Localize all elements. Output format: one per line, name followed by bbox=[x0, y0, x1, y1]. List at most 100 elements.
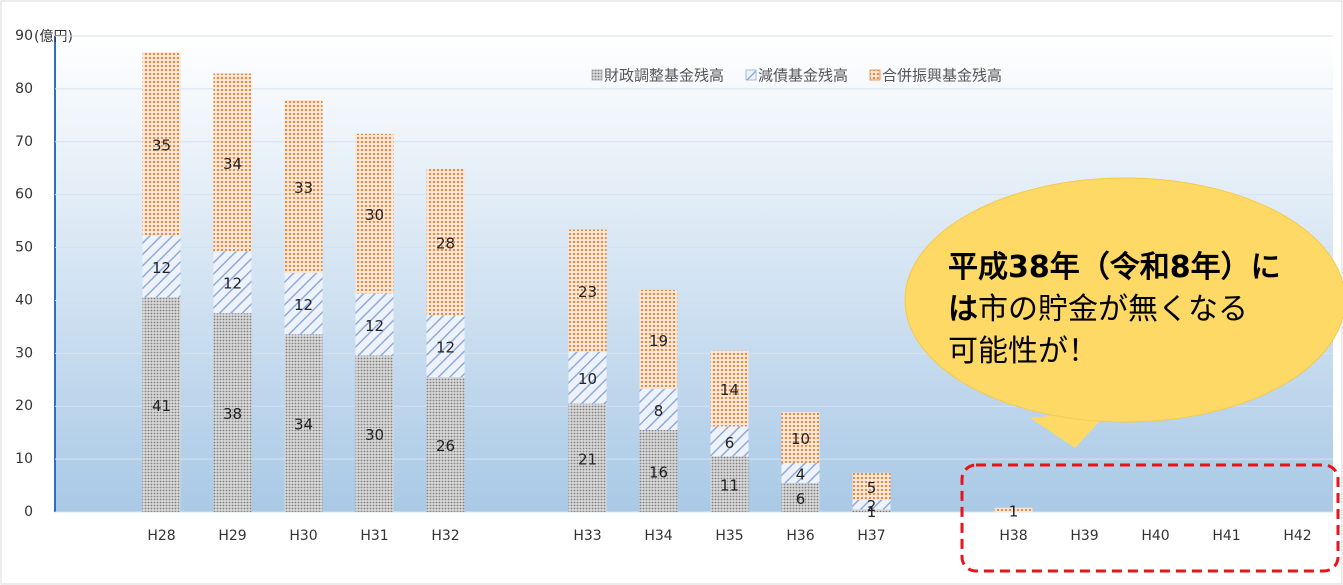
bar-segment bbox=[568, 229, 607, 352]
annotation-text: 可能性が！ bbox=[948, 334, 1098, 369]
bar-segment bbox=[355, 293, 394, 356]
y-tick-label: 40 bbox=[15, 292, 33, 308]
y-tick-label: 60 bbox=[15, 187, 33, 203]
data-label: 12 bbox=[365, 317, 384, 335]
bar-segment bbox=[142, 297, 181, 512]
legend-label: 合併振興基金残高 bbox=[882, 67, 1002, 85]
bar-segment bbox=[994, 507, 1033, 512]
data-label: 38 bbox=[223, 405, 242, 423]
data-label: 28 bbox=[436, 235, 455, 253]
legend-swatch bbox=[745, 69, 757, 81]
bar-segment bbox=[213, 313, 252, 512]
bar-segment bbox=[142, 52, 181, 236]
annotation-line: 平成38年（令和8年）に bbox=[948, 250, 1281, 285]
y-tick-label: 80 bbox=[15, 81, 33, 97]
data-label: 34 bbox=[294, 416, 313, 434]
x-tick-label: H33 bbox=[573, 528, 601, 544]
data-label: 10 bbox=[578, 370, 597, 388]
bar-segment bbox=[284, 334, 323, 512]
data-label: 14 bbox=[720, 381, 739, 399]
x-tick-label: H35 bbox=[715, 528, 743, 544]
x-tick-label: H40 bbox=[1141, 528, 1169, 544]
annotation-line: 可能性が！ bbox=[948, 334, 1098, 369]
bar-segment bbox=[284, 99, 323, 273]
data-label: 12 bbox=[294, 296, 313, 314]
data-label: 12 bbox=[436, 339, 455, 357]
y-tick-label: 90 bbox=[15, 28, 33, 44]
data-label: 35 bbox=[152, 136, 171, 154]
x-tick-label: H34 bbox=[644, 528, 672, 544]
data-label: 6 bbox=[796, 490, 806, 508]
legend-swatch bbox=[591, 69, 603, 81]
data-label: 11 bbox=[720, 477, 739, 495]
data-label: 21 bbox=[578, 450, 597, 468]
data-label: 19 bbox=[649, 332, 668, 350]
data-label: 10 bbox=[791, 430, 810, 448]
data-label: 26 bbox=[436, 437, 455, 455]
bar-segment bbox=[213, 251, 252, 314]
bar-segment bbox=[852, 472, 891, 500]
data-label: 41 bbox=[152, 397, 171, 415]
bar-segment bbox=[710, 426, 749, 457]
legend-label: 減債基金残高 bbox=[758, 67, 848, 85]
y-tick-label: 70 bbox=[15, 134, 33, 150]
x-tick-label: H31 bbox=[360, 528, 388, 544]
highlight-box bbox=[960, 463, 1340, 573]
bar-segment bbox=[781, 412, 820, 463]
data-label: 34 bbox=[223, 155, 242, 173]
x-tick-label: H41 bbox=[1212, 528, 1240, 544]
y-tick-label: 0 bbox=[24, 504, 33, 520]
data-label: 1 bbox=[867, 503, 877, 521]
bar-segment bbox=[355, 355, 394, 512]
bar-segment bbox=[426, 168, 465, 316]
x-tick-label: H36 bbox=[786, 528, 814, 544]
bar-segment bbox=[639, 289, 678, 389]
data-label: 1 bbox=[1009, 502, 1019, 520]
y-tick-label: 20 bbox=[15, 398, 33, 414]
x-tick-label: H38 bbox=[999, 528, 1027, 544]
data-label: 12 bbox=[223, 275, 242, 293]
data-label: 30 bbox=[365, 206, 384, 224]
y-tick-label: 30 bbox=[15, 345, 33, 361]
x-tick-label: H29 bbox=[218, 528, 246, 544]
annotation-text: 市の貯金が無くなる bbox=[978, 292, 1248, 327]
bar-segment bbox=[568, 351, 607, 404]
data-label: 2 bbox=[867, 497, 877, 515]
annotation-text: 平成38年（令和8年）に bbox=[948, 250, 1281, 285]
data-label: 5 bbox=[867, 479, 877, 497]
data-label: 4 bbox=[796, 465, 806, 483]
x-tick-label: H30 bbox=[289, 528, 317, 544]
bubble bbox=[904, 177, 1343, 423]
bar-segment bbox=[284, 272, 323, 335]
annotation-text: は bbox=[948, 292, 978, 327]
bar-segment bbox=[852, 509, 891, 512]
y-tick-label: 50 bbox=[15, 240, 33, 256]
bar-segment bbox=[781, 462, 820, 483]
data-label: 16 bbox=[649, 464, 668, 482]
bar-segment bbox=[852, 499, 891, 510]
legend-swatch bbox=[869, 69, 881, 81]
data-label: 12 bbox=[152, 259, 171, 277]
bar-segment bbox=[781, 482, 820, 512]
annotation-line: は市の貯金が無くなる bbox=[948, 292, 1248, 327]
x-tick-label: H42 bbox=[1283, 528, 1311, 544]
legend-label: 財政調整基金残高 bbox=[604, 67, 724, 85]
x-tick-label: H39 bbox=[1070, 528, 1098, 544]
bar-segment bbox=[639, 430, 678, 512]
bar-segment bbox=[639, 388, 678, 431]
bar-segment bbox=[426, 377, 465, 512]
data-label: 30 bbox=[365, 426, 384, 444]
data-label: 8 bbox=[654, 402, 664, 420]
x-tick-label: H37 bbox=[857, 528, 885, 544]
bar-segment bbox=[355, 133, 394, 294]
bar-segment bbox=[710, 350, 749, 427]
x-tick-label: H32 bbox=[431, 528, 459, 544]
x-tick-label: H28 bbox=[147, 528, 175, 544]
bar-segment bbox=[426, 315, 465, 378]
bar-segment bbox=[142, 235, 181, 298]
bar-segment bbox=[568, 403, 607, 512]
y-tick-label: 10 bbox=[15, 451, 33, 467]
y-axis-label: (億円) bbox=[34, 29, 73, 45]
data-label: 23 bbox=[578, 283, 597, 301]
